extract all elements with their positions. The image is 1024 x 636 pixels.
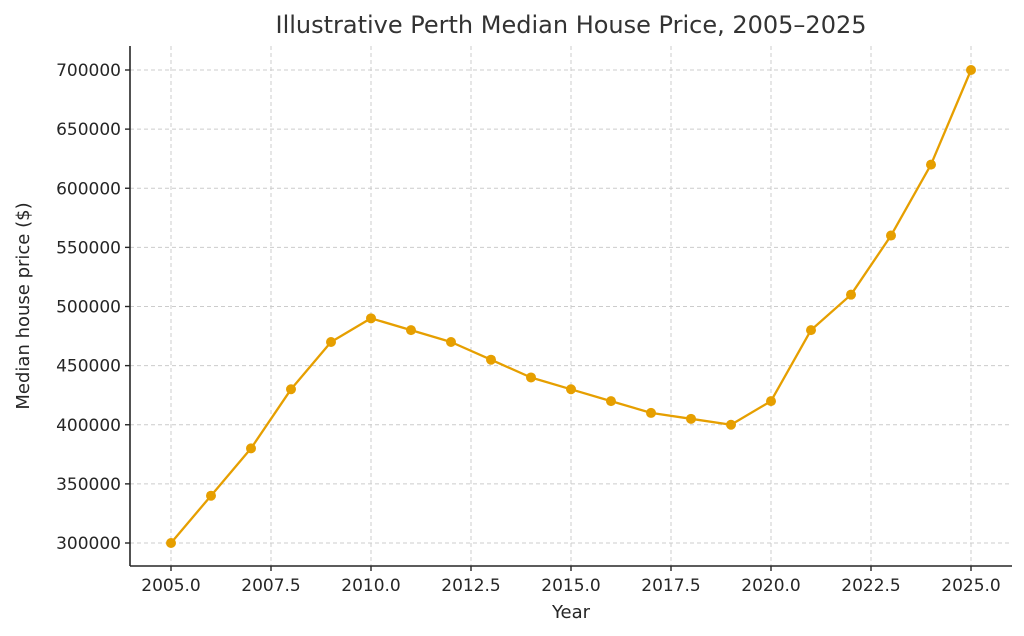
data-point-marker — [166, 538, 176, 548]
y-tick-label: 500000 — [56, 298, 121, 318]
x-tick-label: 2022.5 — [841, 576, 900, 596]
data-series — [166, 65, 976, 548]
y-tick-label: 700000 — [56, 61, 121, 81]
data-point-marker — [286, 384, 296, 395]
data-point-marker — [206, 490, 216, 501]
x-tick-label: 2015.0 — [541, 576, 600, 596]
x-axis-ticks: 2005.0 2007.5 2010.0 2012.5 2015.0 2017.5 2020… — [141, 566, 1001, 596]
y-tick-label: 550000 — [56, 238, 121, 258]
x-tick-label: 2007.5 — [241, 576, 300, 596]
data-point-marker — [246, 443, 256, 454]
x-tick-label: 2005.0 — [141, 576, 200, 596]
chart-title: Illustrative Perth Median House Price, 2… — [275, 11, 866, 39]
x-tick-label: 2017.5 — [641, 576, 700, 596]
data-point-marker — [686, 413, 696, 424]
data-point-marker — [886, 230, 896, 241]
data-point-marker — [846, 289, 856, 300]
y-axis-label: Median house price ($) — [13, 202, 34, 409]
x-tick-label: 2025.0 — [941, 576, 1000, 596]
y-tick-label: 300000 — [56, 534, 121, 554]
data-point-marker — [526, 372, 536, 383]
data-point-marker — [806, 325, 816, 336]
data-point-marker — [646, 407, 656, 418]
y-tick-label: 650000 — [56, 120, 121, 140]
data-point-marker — [566, 384, 576, 395]
x-tick-label: 2010.0 — [341, 576, 400, 596]
data-point-marker — [446, 336, 456, 347]
x-tick-label: 2020.0 — [741, 576, 800, 596]
data-point-marker — [966, 65, 976, 75]
x-tick-label: 2012.5 — [441, 576, 500, 596]
y-tick-label: 400000 — [56, 416, 121, 436]
data-point-marker — [366, 313, 376, 324]
data-point-marker — [406, 325, 416, 336]
grid-lines — [130, 46, 1012, 566]
data-point-marker — [326, 336, 336, 347]
y-tick-label: 600000 — [56, 179, 121, 199]
y-tick-label: 350000 — [56, 475, 121, 495]
y-axis-ticks: 300000 350000 400000 450000 500000 550000 6000… — [56, 61, 130, 554]
data-point-marker — [606, 396, 616, 407]
x-axis-label: Year — [551, 602, 591, 623]
data-point-marker — [486, 354, 496, 365]
data-point-marker — [926, 159, 936, 170]
data-point-marker — [726, 419, 736, 430]
y-tick-label: 450000 — [56, 357, 121, 377]
data-point-marker — [766, 396, 776, 407]
